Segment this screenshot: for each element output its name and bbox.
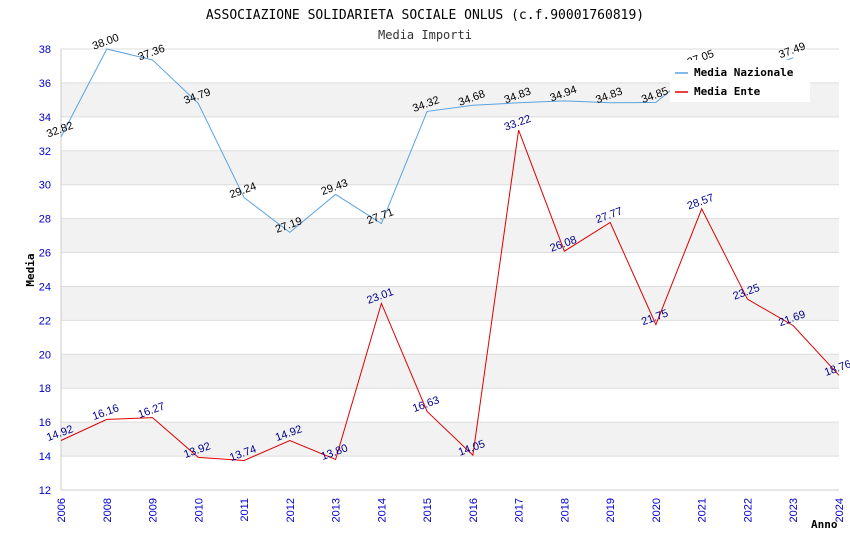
y-tick-labels: 12 14 16 18 20 22 24 26 28 30 32 34 36 38 <box>39 44 51 497</box>
grid-band <box>61 320 839 355</box>
y-tick-label: 14 <box>39 451 51 463</box>
y-tick-label: 34 <box>39 112 51 124</box>
grid-band <box>61 286 839 321</box>
grid-band <box>61 388 839 423</box>
legend: Media Nazionale Media Ente <box>670 60 810 102</box>
chart-subtitle: Media Importi <box>378 28 472 42</box>
grid-band <box>61 150 839 185</box>
y-tick-label: 30 <box>39 180 51 192</box>
grid-band <box>61 456 839 490</box>
legend-label-media-nazionale: Media Nazionale <box>694 66 794 79</box>
x-tick-label: 2011 <box>239 498 251 522</box>
x-tick-label: 2017 <box>514 498 526 522</box>
grid-band <box>61 184 839 219</box>
x-tick-label: 2018 <box>559 498 571 522</box>
legend-label-media-ente: Media Ente <box>694 85 761 98</box>
x-tick-label: 2019 <box>605 498 617 522</box>
x-tick-label: 2009 <box>148 498 160 522</box>
grid-band <box>61 116 839 151</box>
grid-bands <box>61 49 839 490</box>
y-tick-label: 12 <box>39 485 51 497</box>
legend-box <box>670 60 810 102</box>
x-tick-label: 2016 <box>468 498 480 522</box>
y-tick-label: 36 <box>39 78 51 90</box>
x-tick-labels: 2006 2008 2009 2010 2011 2012 2013 2014 2015 2016… <box>56 498 846 522</box>
y-tick-label: 24 <box>39 281 51 293</box>
x-tick-label: 2010 <box>193 498 205 522</box>
x-tick-label: 2023 <box>788 498 800 522</box>
y-tick-label: 16 <box>39 417 51 429</box>
y-tick-label: 38 <box>39 44 51 56</box>
x-tick-label: 2015 <box>422 498 434 522</box>
y-tick-label: 18 <box>39 383 51 395</box>
y-tick-label: 28 <box>39 214 51 226</box>
x-tick-label: 2012 <box>285 498 297 522</box>
series-line-media-ente <box>60 129 840 462</box>
x-tick-label: 2020 <box>651 498 663 522</box>
x-tick-label: 2014 <box>376 498 388 522</box>
grid-band <box>61 252 839 287</box>
x-tick-label: 2022 <box>742 498 754 522</box>
y-tick-label: 26 <box>39 248 51 260</box>
chart-title: ASSOCIAZIONE SOLIDARIETA SOCIALE ONLUS (… <box>206 8 644 23</box>
grid-band <box>61 354 839 389</box>
x-tick-label: 2021 <box>697 498 709 522</box>
grid-band <box>61 218 839 253</box>
x-tick-label: 2006 <box>56 498 68 522</box>
y-tick-label: 22 <box>39 315 51 327</box>
y-tick-label: 20 <box>39 349 51 361</box>
x-tick-label: 2024 <box>834 498 846 522</box>
x-axis-label: Anno <box>811 518 838 531</box>
y-tick-label: 32 <box>39 146 51 158</box>
y-axis-label: Media <box>24 253 37 286</box>
x-tick-label: 2008 <box>102 498 114 522</box>
x-tick-label: 2013 <box>331 498 343 522</box>
